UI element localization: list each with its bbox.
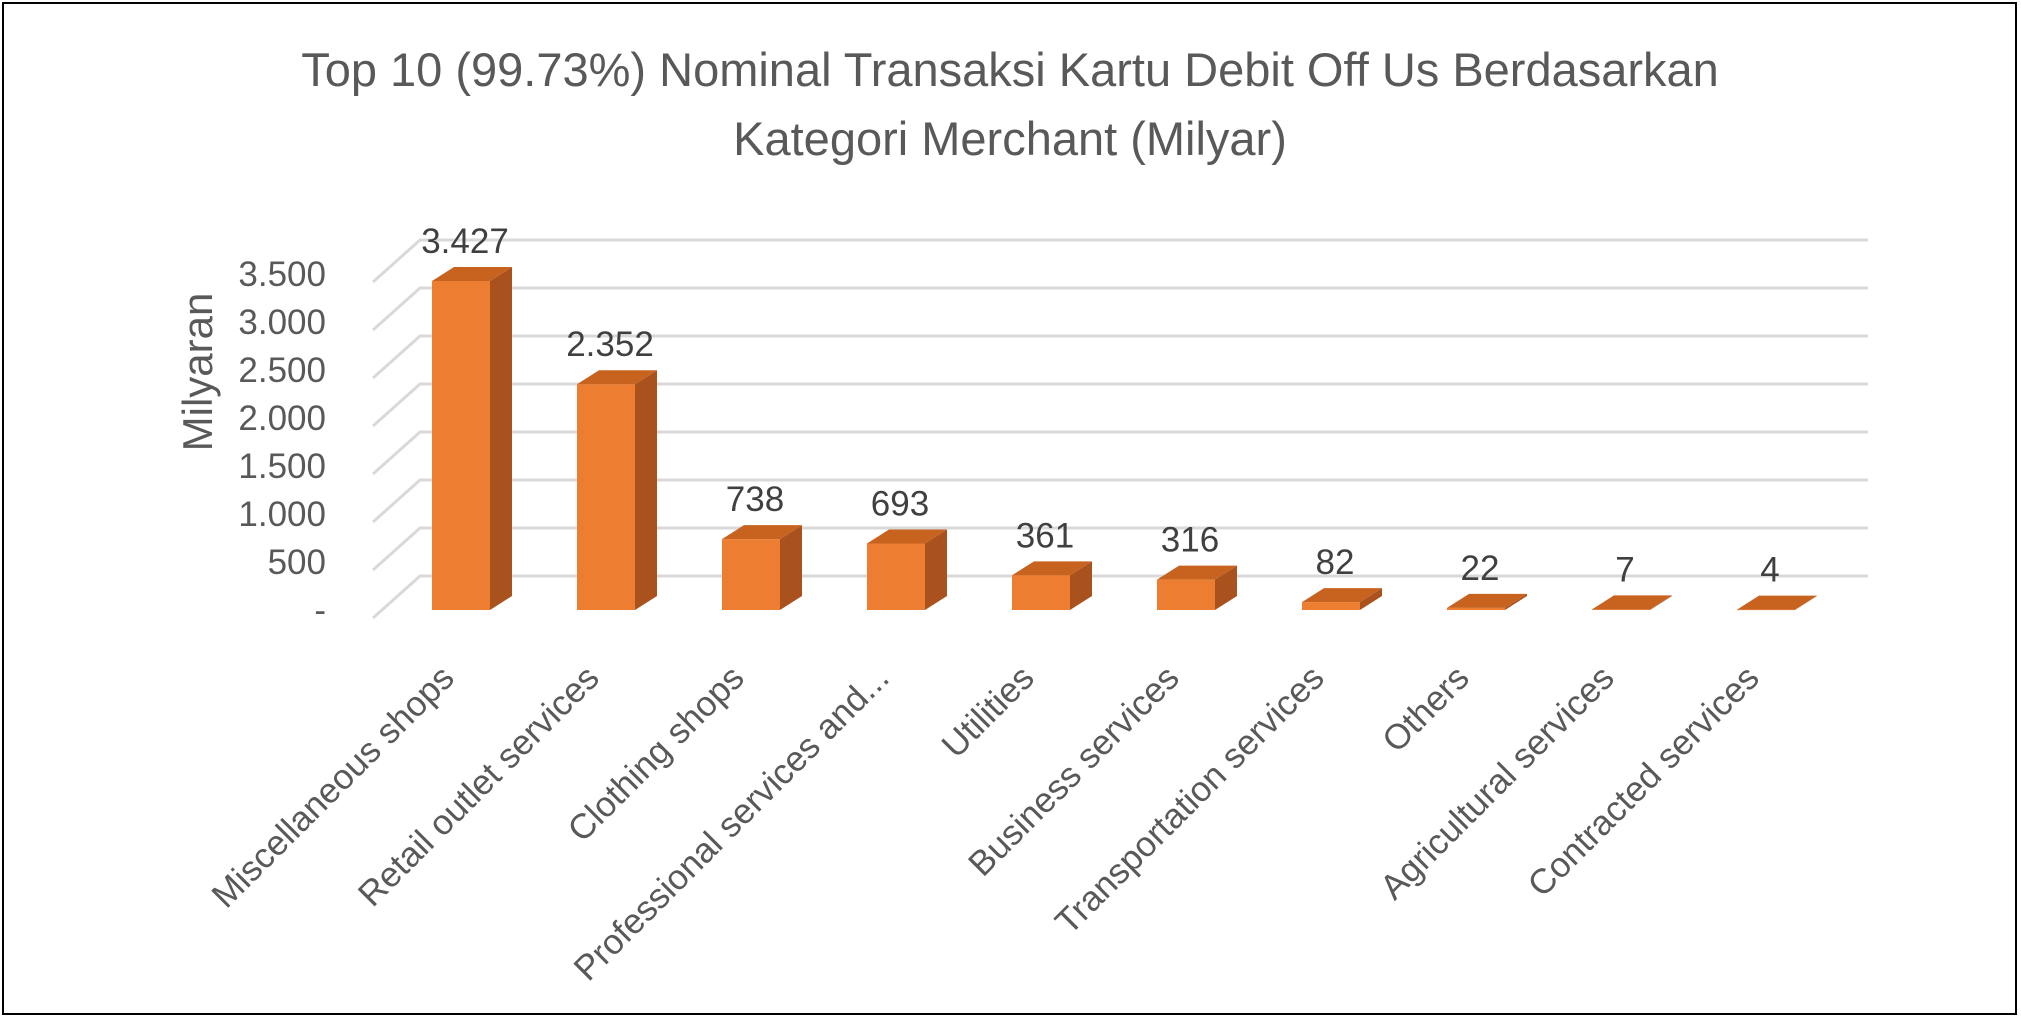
data-label: 693 [871, 484, 929, 523]
y-tick-label: 1.500 [238, 447, 326, 486]
y-tick-label: 2.000 [238, 399, 326, 438]
bar-top-face [577, 370, 657, 385]
bar-top-face [1737, 595, 1817, 610]
bar-front-face [1157, 579, 1215, 610]
bar [1012, 561, 1092, 610]
y-tick-label: 1.000 [238, 495, 326, 534]
data-label: 2.352 [566, 325, 654, 364]
bar-side-face [1070, 561, 1092, 610]
bar-front-face [1447, 607, 1505, 610]
data-label: 3.427 [421, 222, 509, 261]
bar-side-face [1215, 565, 1237, 610]
gridline [372, 430, 1868, 476]
y-tick-label: 500 [268, 543, 326, 582]
y-tick-label: 3.000 [238, 303, 326, 342]
y-tick-label: 3.500 [238, 255, 326, 294]
x-tick-label: Others [1375, 658, 1477, 760]
data-label: 738 [726, 480, 784, 519]
x-tick-label: Transportation services [1048, 658, 1332, 942]
bar-top-face [432, 267, 512, 282]
y-axis-label: Milyaran [174, 293, 221, 452]
x-tick-label: Miscellaneous shops [204, 658, 461, 915]
data-label: 4 [1760, 551, 1779, 590]
bar-side-face [1505, 593, 1527, 610]
bars [432, 267, 1817, 611]
bar-front-face [867, 543, 925, 610]
chart-title-line-1: Top 10 (99.73%) Nominal Transaksi Kartu … [301, 43, 1719, 96]
data-label: 22 [1461, 549, 1500, 588]
gridline [372, 526, 1868, 572]
bar-top-face [1012, 561, 1092, 576]
bar-side-face [1650, 595, 1672, 610]
bar-front-face [432, 281, 490, 610]
gridline [372, 574, 1868, 620]
bar [577, 370, 657, 610]
data-labels: 3.427 2.352 738 693 361 316 82 22 7 4 [421, 222, 1780, 590]
bar-side-face [635, 370, 657, 610]
bar-top-face [1157, 565, 1237, 580]
bar-front-face [1012, 575, 1070, 610]
bar-front-face [1302, 602, 1360, 610]
bar [1157, 565, 1237, 610]
bar-side-face [490, 267, 512, 610]
bar [1592, 595, 1672, 610]
bar [1302, 588, 1382, 610]
bar-front-face [1592, 609, 1650, 610]
x-tick-label: Utilities [934, 658, 1041, 765]
x-tick-label: Retail outlet services [351, 658, 607, 914]
bar-side-face [925, 529, 947, 610]
data-label: 82 [1316, 543, 1355, 582]
gridline [372, 286, 1868, 332]
bar [722, 525, 802, 610]
x-tick-label: Professional services and... [566, 658, 896, 988]
bar [867, 529, 947, 610]
y-tick-label: - [314, 591, 326, 630]
chart-title: Top 10 (99.73%) Nominal Transaksi Kartu … [301, 43, 1719, 165]
chart-title-line-2: Kategori Merchant (Milyar) [733, 112, 1287, 165]
bar [1737, 595, 1817, 611]
gridline [372, 238, 1868, 284]
gridline [372, 478, 1868, 524]
gridline [372, 382, 1868, 428]
bar-front-face [577, 384, 635, 610]
gridline [372, 334, 1868, 380]
bar-front-face [1737, 609, 1795, 611]
y-tick-label: 2.500 [238, 351, 326, 390]
bar-top-face [1302, 588, 1382, 603]
bar [432, 267, 512, 610]
bar [1447, 593, 1527, 610]
bar-front-face [722, 539, 780, 610]
bar-side-face [1360, 588, 1382, 610]
y-axis-ticks: - 500 1.000 1.500 2.000 2.500 3.000 3.500 [238, 255, 326, 630]
bar-top-face [867, 529, 947, 544]
bar-side-face [1795, 595, 1817, 610]
bar-top-face [1592, 595, 1672, 610]
bar-top-face [722, 525, 802, 540]
bar-top-face [1447, 593, 1527, 608]
data-label: 7 [1615, 550, 1634, 589]
data-label: 316 [1161, 521, 1219, 560]
x-tick-label: Agricultural services [1373, 658, 1622, 907]
gridlines [372, 238, 1868, 620]
bar-side-face [780, 525, 802, 610]
data-label: 361 [1016, 516, 1074, 555]
